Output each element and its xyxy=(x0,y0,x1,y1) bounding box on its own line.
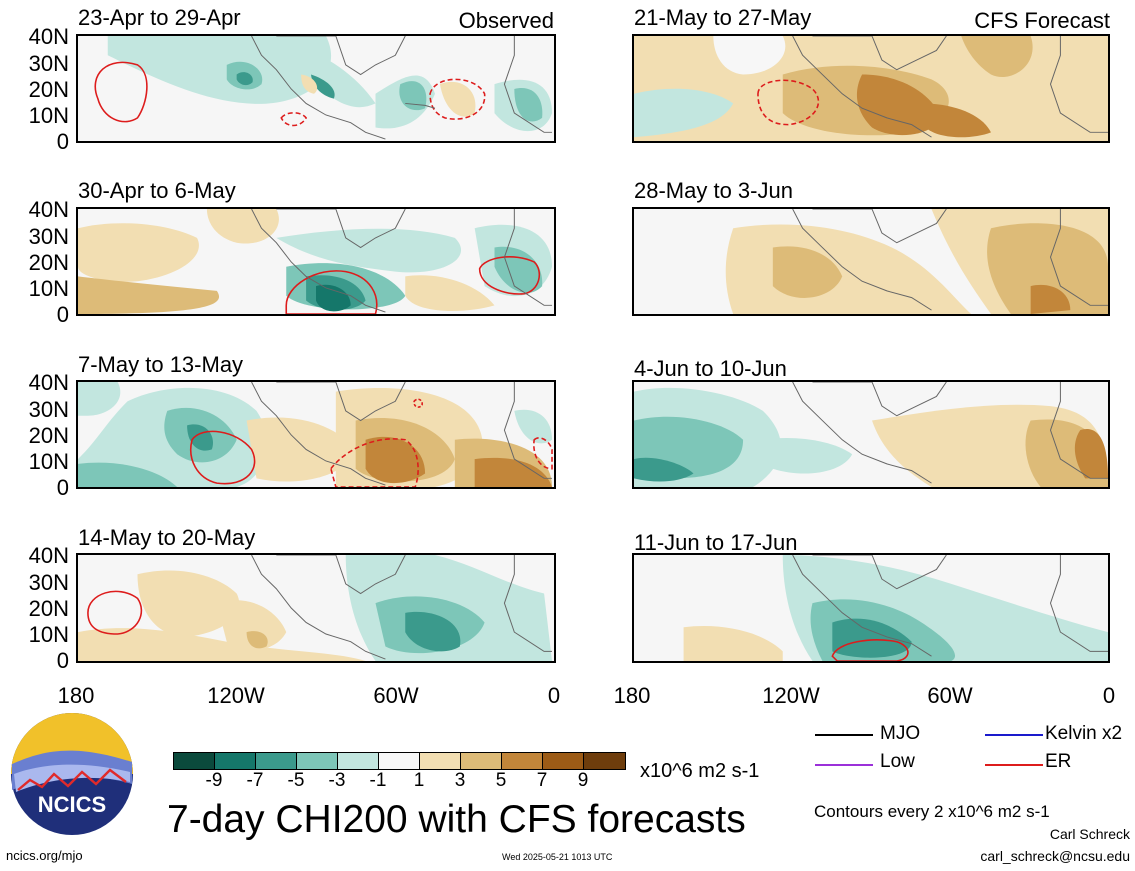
colorbar-swatch xyxy=(378,752,420,770)
panel-tag-forecast: CFS Forecast xyxy=(974,8,1110,33)
colorbar xyxy=(173,752,626,770)
colorbar-swatch xyxy=(419,752,461,770)
x-tick-label: 120W xyxy=(207,683,265,708)
legend-line-low xyxy=(815,764,873,766)
panel-title-4: 28-May to 3-Jun xyxy=(634,178,793,203)
map-panel-3 xyxy=(76,207,556,316)
legend-line-er xyxy=(985,764,1043,766)
map-panel-2 xyxy=(632,34,1110,143)
y-tick-label: 20N xyxy=(28,77,69,102)
anomaly-field xyxy=(78,382,554,487)
colorbar-swatch xyxy=(460,752,502,770)
main-title: 7-day CHI200 with CFS forecasts xyxy=(167,798,746,841)
colorbar-label: 7 xyxy=(536,770,548,791)
y-tick-label: 20N xyxy=(28,596,69,621)
map-panel-6 xyxy=(632,380,1110,489)
y-tick-label: 10N xyxy=(28,276,69,301)
y-tick-label: 40N xyxy=(28,543,69,568)
x-tick-label: 120W xyxy=(762,683,820,708)
ncics-logo-graphic: NCICS xyxy=(11,713,133,835)
map-panel-7 xyxy=(76,553,556,663)
y-tick-label: 20N xyxy=(28,423,69,448)
panel-title-5: 7-May to 13-May xyxy=(78,352,244,377)
colorbar-swatch xyxy=(214,752,256,770)
legend-label-low: Low xyxy=(880,751,915,772)
y-tick-label: 30N xyxy=(28,224,69,249)
colorbar-label: -5 xyxy=(287,770,305,791)
panel-title-1: 23-Apr to 29-Apr xyxy=(78,5,241,30)
x-tick-label: 180 xyxy=(57,683,95,708)
y-tick-label: 10N xyxy=(28,622,69,647)
colorbar-swatch xyxy=(337,752,379,770)
y-tick-label: 30N xyxy=(28,51,69,76)
colorbar-label: 3 xyxy=(454,770,466,791)
logo-text: NCICS xyxy=(38,792,106,817)
y-tick-label: 0 xyxy=(56,648,69,673)
y-tick-label: 0 xyxy=(56,129,69,154)
panel-title-6: 4-Jun to 10-Jun xyxy=(634,356,787,381)
panel-title-7: 14-May to 20-May xyxy=(78,525,256,550)
panel-title-3: 30-Apr to 6-May xyxy=(78,178,236,203)
x-tick-label: 0 xyxy=(1102,683,1116,708)
colorbar-label: -9 xyxy=(205,770,223,791)
y-tick-label: 0 xyxy=(56,475,69,500)
y-tick-label: 30N xyxy=(28,570,69,595)
anomaly-field xyxy=(78,209,554,314)
ncics-logo: NCICS xyxy=(10,712,134,836)
legend-line-kelvin xyxy=(985,734,1043,736)
colorbar-label: 5 xyxy=(495,770,507,791)
x-tick-label: 180 xyxy=(613,683,651,708)
anomaly-field xyxy=(78,36,554,141)
y-tick-label: 10N xyxy=(28,103,69,128)
colorbar-units: x10^6 m2 s-1 xyxy=(640,760,760,782)
x-tick-label: 60W xyxy=(373,683,419,708)
anomaly-field xyxy=(634,382,1108,487)
y-tick-label: 20N xyxy=(28,250,69,275)
y-tick-label: 30N xyxy=(28,397,69,422)
colorbar-label: 1 xyxy=(413,770,425,791)
x-tick-label: 60W xyxy=(927,683,973,708)
colorbar-label: -3 xyxy=(328,770,346,791)
colorbar-swatch xyxy=(173,752,215,770)
panel-title-8: 11-Jun to 17-Jun xyxy=(634,530,798,555)
y-tick-label: 40N xyxy=(28,24,69,49)
colorbar-swatch xyxy=(501,752,543,770)
map-panel-8 xyxy=(632,553,1110,663)
x-tick-label: 0 xyxy=(547,683,561,708)
y-tick-label: 40N xyxy=(28,370,69,395)
colorbar-label: -7 xyxy=(246,770,264,791)
colorbar-label: 9 xyxy=(577,770,589,791)
anomaly-field xyxy=(78,555,554,661)
map-panel-1 xyxy=(76,34,556,143)
footer-url[interactable]: ncics.org/mjo xyxy=(6,848,83,863)
anomaly-field xyxy=(634,209,1108,314)
panel-tag-observed: Observed xyxy=(458,8,554,33)
colorbar-label: -1 xyxy=(369,770,387,791)
colorbar-swatch xyxy=(542,752,584,770)
colorbar-swatch xyxy=(255,752,297,770)
legend-label-er: ER xyxy=(1045,751,1072,772)
contour-note: Contours every 2 x10^6 m2 s-1 xyxy=(814,802,1050,821)
legend-label-kelvin: Kelvin x2 xyxy=(1045,723,1123,744)
footer-email[interactable]: carl_schreck@ncsu.edu xyxy=(980,848,1130,864)
colorbar-swatch xyxy=(583,752,626,770)
y-tick-label: 10N xyxy=(28,449,69,474)
y-tick-label: 0 xyxy=(56,302,69,327)
anomaly-field xyxy=(634,555,1108,661)
legend-label-mjo: MJO xyxy=(880,723,921,744)
map-panel-5 xyxy=(76,380,556,489)
footer-timestamp: Wed 2025-05-21 1013 UTC xyxy=(502,852,613,862)
panel-title-2: 21-May to 27-May xyxy=(634,5,812,30)
legend-line-mjo xyxy=(815,734,873,736)
anomaly-field xyxy=(634,36,1108,141)
map-panel-4 xyxy=(632,207,1110,316)
y-tick-label: 40N xyxy=(28,197,69,222)
colorbar-swatch xyxy=(296,752,338,770)
footer-author: Carl Schreck xyxy=(1049,826,1130,842)
